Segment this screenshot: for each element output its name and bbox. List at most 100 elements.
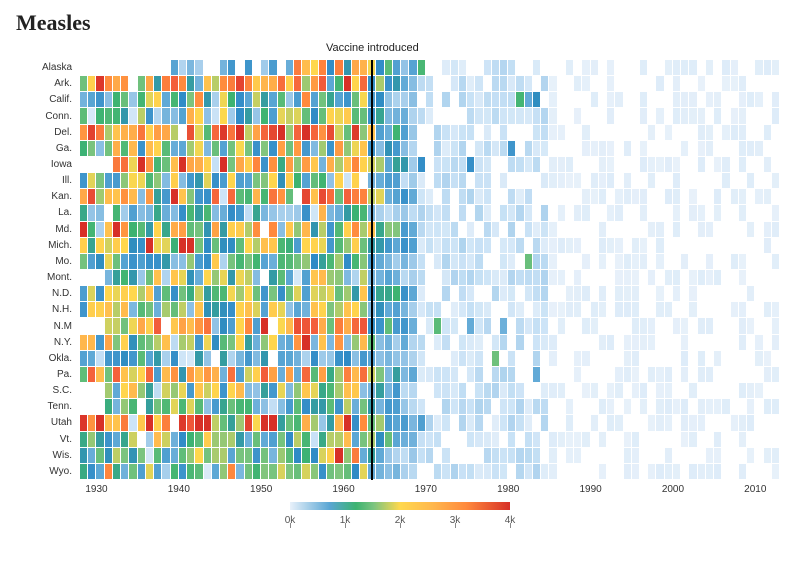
- heatmap-cell: [286, 415, 293, 430]
- heatmap-cell: [162, 254, 169, 269]
- heatmap-cell: [640, 399, 647, 414]
- heatmap-cell: [236, 254, 243, 269]
- heatmap-cell: [385, 205, 392, 220]
- heatmap-cell: [698, 367, 705, 382]
- heatmap-cell: [409, 238, 416, 253]
- heatmap-cell: [121, 270, 128, 285]
- heatmap-cell: [648, 367, 655, 382]
- heatmap-cell: [105, 189, 112, 204]
- heatmap-cell: [269, 383, 276, 398]
- heatmap-cell: [401, 173, 408, 188]
- heatmap-cell: [393, 367, 400, 382]
- heatmap-cell: [582, 383, 589, 398]
- heatmap-cell: [121, 173, 128, 188]
- heatmap-cell: [302, 286, 309, 301]
- heatmap-cell: [294, 415, 301, 430]
- heatmap-cell: [632, 189, 639, 204]
- heatmap-cell: [204, 76, 211, 91]
- heatmap-cell: [673, 205, 680, 220]
- heatmap-cell: [459, 254, 466, 269]
- heatmap-cell: [80, 448, 87, 463]
- heatmap-cell: [261, 238, 268, 253]
- heatmap-cell: [475, 270, 482, 285]
- heatmap-cell: [558, 125, 565, 140]
- heatmap-cell: [401, 254, 408, 269]
- heatmap-cell: [409, 222, 416, 237]
- heatmap-cell: [236, 432, 243, 447]
- heatmap-cell: [525, 189, 532, 204]
- heatmap-cell: [335, 173, 342, 188]
- state-label: Wyo.: [0, 466, 72, 477]
- heatmap-cell: [335, 254, 342, 269]
- heatmap-cell: [352, 318, 359, 333]
- heatmap-cell: [615, 205, 622, 220]
- heatmap-cell: [475, 399, 482, 414]
- heatmap-cell: [261, 141, 268, 156]
- state-label: Mont.: [0, 272, 72, 283]
- heatmap-cell: [80, 254, 87, 269]
- heatmap-cell: [385, 222, 392, 237]
- heatmap-cell: [88, 286, 95, 301]
- legend-tick-label: 3k: [450, 515, 461, 526]
- heatmap-cell: [385, 318, 392, 333]
- heatmap-cell: [500, 464, 507, 479]
- heatmap-cell: [253, 254, 260, 269]
- heatmap-cell: [615, 270, 622, 285]
- heatmap-cell: [113, 157, 120, 172]
- heatmap-cell: [162, 383, 169, 398]
- heatmap-cell: [747, 92, 754, 107]
- heatmap-cell: [212, 464, 219, 479]
- heatmap-cell: [533, 254, 540, 269]
- heatmap-cell: [344, 464, 351, 479]
- heatmap-cell: [228, 238, 235, 253]
- heatmap-cell: [294, 383, 301, 398]
- heatmap-cell: [302, 60, 309, 75]
- heatmap-cell: [319, 157, 326, 172]
- heatmap-cell: [698, 464, 705, 479]
- heatmap-cell: [286, 399, 293, 414]
- heatmap-cell: [640, 92, 647, 107]
- heatmap-cell: [508, 351, 515, 366]
- heatmap-cell: [409, 254, 416, 269]
- heatmap-cell: [500, 383, 507, 398]
- heatmap-cell: [706, 222, 713, 237]
- heatmap-cell: [319, 351, 326, 366]
- heatmap-cell: [385, 351, 392, 366]
- heatmap-cell: [195, 189, 202, 204]
- heatmap-cell: [236, 286, 243, 301]
- heatmap-cell: [698, 415, 705, 430]
- heatmap-cell: [220, 125, 227, 140]
- annotation-label: Vaccine introduced: [312, 42, 432, 54]
- heatmap-cell: [393, 205, 400, 220]
- heatmap-cell: [426, 76, 433, 91]
- heatmap-cell: [591, 318, 598, 333]
- heatmap-cell: [319, 399, 326, 414]
- heatmap-cell: [393, 222, 400, 237]
- state-label: Pa.: [0, 369, 72, 380]
- heatmap-cell: [566, 302, 573, 317]
- heatmap-cell: [624, 367, 631, 382]
- heatmap-cell: [80, 432, 87, 447]
- heatmap-cell: [311, 141, 318, 156]
- heatmap-cell: [714, 157, 721, 172]
- heatmap-cell: [129, 383, 136, 398]
- heatmap-cell: [599, 254, 606, 269]
- heatmap-cell: [607, 173, 614, 188]
- heatmap-cell: [335, 92, 342, 107]
- heatmap-cell: [253, 141, 260, 156]
- heatmap-cell: [171, 205, 178, 220]
- heatmap-cell: [541, 141, 548, 156]
- heatmap-cell: [228, 222, 235, 237]
- heatmap-cell: [376, 367, 383, 382]
- heatmap-cell: [764, 189, 771, 204]
- heatmap-cell: [344, 222, 351, 237]
- heatmap-cell: [352, 286, 359, 301]
- heatmap-cell: [533, 92, 540, 107]
- heatmap-cell: [434, 157, 441, 172]
- heatmap-cell: [138, 448, 145, 463]
- heatmap-cell: [220, 318, 227, 333]
- heatmap-cell: [212, 125, 219, 140]
- heatmap-cell: [500, 254, 507, 269]
- heatmap-cell: [393, 464, 400, 479]
- heatmap-cell: [179, 189, 186, 204]
